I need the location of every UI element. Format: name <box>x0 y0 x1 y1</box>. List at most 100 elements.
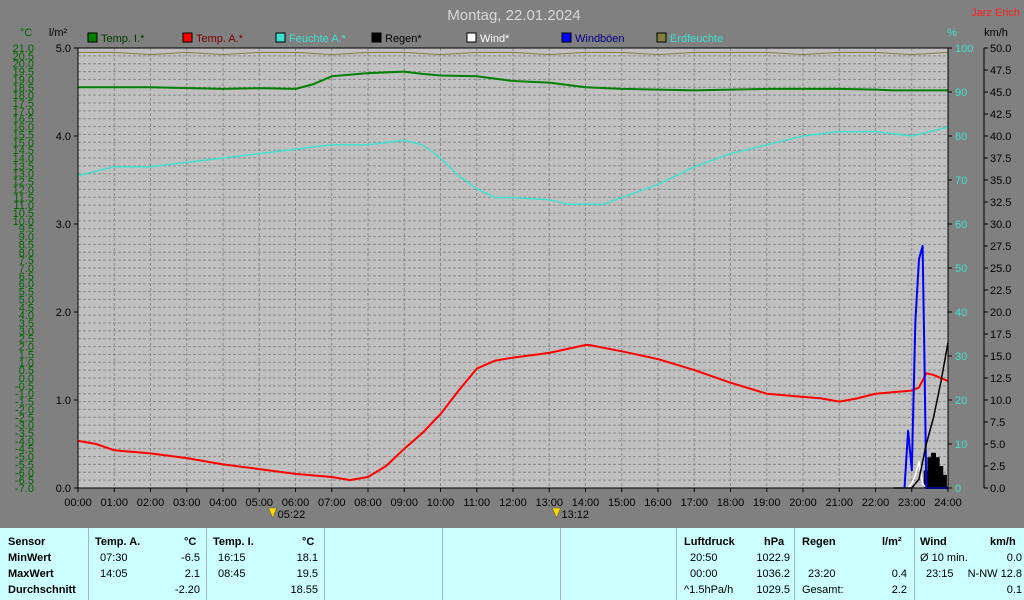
temp-tick-label: 7.0 <box>19 263 34 275</box>
temp-a-max-value: 2.1 <box>184 568 200 580</box>
wind-tick-label: 10.0 <box>990 395 1011 407</box>
temp-tick-label: 15.0 <box>13 137 34 149</box>
temp-tick-label: 11.0 <box>13 200 34 212</box>
rain-total-value: 2.2 <box>891 584 907 596</box>
legend-swatch <box>182 32 193 43</box>
temp-tick-label: 17.0 <box>13 106 34 118</box>
plot-frame <box>77 47 949 489</box>
humidity-unit-label: % <box>947 27 957 39</box>
temp-tick-label: 20.5 <box>13 51 34 63</box>
temp-tick-label: -6.5 <box>15 475 34 487</box>
temp-a-max-time: 14:05 <box>100 568 128 580</box>
temp-tick-label: 13.5 <box>13 161 34 173</box>
legend-label: Erdfeuchte <box>670 33 723 45</box>
pressure-trend: ^1.5hPa/h <box>684 584 734 596</box>
temp-a-min-time: 07:30 <box>100 552 128 564</box>
weather-chart: 21.020.520.019.519.018.518.017.517.016.5… <box>13 7 1020 521</box>
x-tick-label: 19:00 <box>753 497 781 509</box>
x-tick-label: 18:00 <box>717 497 745 509</box>
x-tick-label: 20:00 <box>789 497 817 509</box>
temp-tick-label: 5.0 <box>19 294 34 306</box>
rain-bar <box>934 457 940 488</box>
temp-tick-label: 0.5 <box>19 365 34 377</box>
temp-tick-label: -1.5 <box>15 397 34 409</box>
row-label-avg: Durchschnitt <box>8 584 76 596</box>
temp-tick-label: 0.0 <box>19 373 34 385</box>
wind-tick-label: 42.5 <box>990 109 1011 121</box>
temp-tick-label: 14.0 <box>13 153 34 165</box>
rain-unit: l/m² <box>882 536 902 548</box>
sun-marker-icon <box>268 507 278 519</box>
row-label-max: MaxWert <box>8 568 54 580</box>
temp-tick-label: -2.5 <box>15 412 34 424</box>
rain-bar <box>938 466 944 488</box>
pressure-avg-value: 1029.5 <box>756 584 790 596</box>
sensor-header: Sensor <box>8 536 46 548</box>
wind-max-time: 23:15 <box>926 568 954 580</box>
x-tick-label: 03:00 <box>173 497 201 509</box>
x-tick-label: 17:00 <box>680 497 708 509</box>
temp-tick-label: 8.0 <box>19 247 34 259</box>
temp-tick-label: 20.0 <box>13 59 34 71</box>
row-label-min: MinWert <box>8 552 52 564</box>
temp-tick-label: -5.0 <box>15 452 34 464</box>
temp-tick-label: -4.0 <box>15 436 34 448</box>
temp-tick-label: -1.0 <box>15 389 34 401</box>
temp-tick-label: 13.0 <box>13 169 34 181</box>
rain-tick-label: 4.0 <box>56 131 71 143</box>
wind-avg-label: Ø 10 min. <box>920 552 968 564</box>
pressure-max-time: 00:00 <box>690 568 718 580</box>
statistics-table: Sensor MinWert MaxWert Durchschnitt Temp… <box>0 528 1024 600</box>
x-tick-label: 14:00 <box>572 497 600 509</box>
pressure-min-value: 1022.9 <box>756 552 790 564</box>
temp-tick-label: 12.5 <box>13 177 34 189</box>
x-tick-label: 06:00 <box>282 497 310 509</box>
chart-axes: 21.020.520.019.519.018.518.017.517.016.5… <box>13 43 1012 521</box>
temp-i-min-time: 16:15 <box>218 552 246 564</box>
pressure-unit: hPa <box>764 536 785 548</box>
wind-tick-label: 22.5 <box>990 285 1011 297</box>
legend-label: Temp. I.* <box>101 33 145 45</box>
x-tick-label: 09:00 <box>390 497 418 509</box>
rain-tick-label: 2.0 <box>56 307 71 319</box>
rain-header: Regen <box>802 536 836 548</box>
temp-tick-label: 5.5 <box>19 287 34 299</box>
legend-swatch <box>275 32 286 43</box>
wind-tick-label: 50.0 <box>990 43 1011 55</box>
humidity-tick-label: 50 <box>955 263 967 275</box>
temp-tick-label: 17.5 <box>13 98 34 110</box>
wind-tick-label: 37.5 <box>990 153 1011 165</box>
legend-swatch <box>371 32 382 43</box>
temp-tick-label: 3.0 <box>19 326 34 338</box>
rain-total-label: Gesamt: <box>802 584 844 596</box>
temp-tick-label: 11.5 <box>13 192 34 204</box>
temp-tick-label: 21.0 <box>13 43 34 55</box>
temp-tick-label: 19.0 <box>13 74 34 86</box>
x-tick-label: 08:00 <box>354 497 382 509</box>
temp-tick-label: 10.0 <box>13 216 34 228</box>
temp-tick-label: 19.5 <box>13 67 34 79</box>
temp-i-header: Temp. I. <box>213 536 254 548</box>
wind-unit: km/h <box>990 536 1016 548</box>
legend-label: Feuchte A.* <box>289 33 347 45</box>
wind-tick-label: 25.0 <box>990 263 1011 275</box>
legend-swatch <box>656 32 667 43</box>
pressure-header: Luftdruck <box>684 536 735 548</box>
rain-bar <box>941 474 947 488</box>
rain-unit-label: l/m² <box>49 27 68 39</box>
wind-tick-label: 47.5 <box>990 65 1011 77</box>
wind-tick-label: 15.0 <box>990 351 1011 363</box>
wind-tick-label: 7.5 <box>990 417 1005 429</box>
grid <box>78 48 948 488</box>
temp-tick-label: 4.0 <box>19 310 34 322</box>
temp-tick-label: 1.0 <box>19 357 34 369</box>
temp-tick-label: -6.0 <box>15 467 34 479</box>
temp-tick-label: -3.0 <box>15 420 34 432</box>
wind-unit-label: km/h <box>984 27 1008 39</box>
x-tick-label: 10:00 <box>427 497 455 509</box>
temp-tick-label: 6.0 <box>19 279 34 291</box>
wind-tick-label: 35.0 <box>990 175 1011 187</box>
humidity-tick-label: 20 <box>955 395 967 407</box>
temp-a-header: Temp. A. <box>95 536 141 548</box>
chart-title: Montag, 22.01.2024 <box>447 7 580 24</box>
